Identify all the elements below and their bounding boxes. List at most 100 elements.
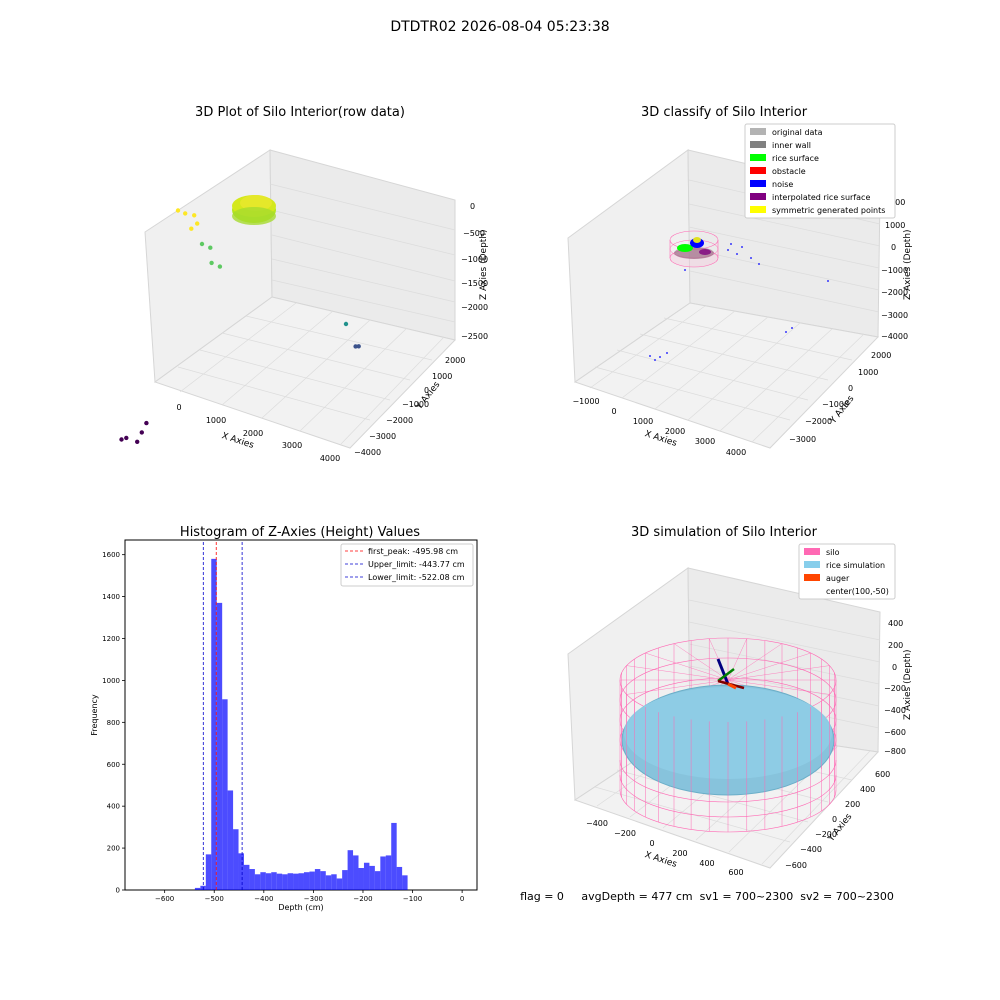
cls-ytick-4: −1000 [822, 400, 849, 409]
cls-ytick-2: 1000 [858, 368, 878, 377]
classify-legend-label: inner wall [772, 141, 811, 150]
sim-ytick-7: −600 [785, 861, 807, 870]
histogram-bar [331, 874, 337, 890]
classify-legend-swatch [750, 167, 766, 174]
histogram-y-tick-label: 800 [107, 719, 120, 727]
histogram-bar [385, 855, 392, 890]
histogram-bar [222, 699, 228, 890]
silo-ring [619, 789, 837, 833]
histogram-bar [216, 602, 223, 890]
classify-legend-swatch [750, 154, 766, 161]
sim-ztick-7: −800 [884, 747, 906, 756]
cls-xtick-2: 0 [611, 407, 616, 416]
raw-data-points [119, 208, 361, 444]
histogram-bar [205, 854, 212, 890]
silo-roof-spoke [727, 679, 830, 695]
raw-data-point [189, 226, 194, 231]
raw-data-point [208, 245, 213, 250]
cls-ztick-5: −2000 [881, 288, 908, 297]
noise-point [758, 263, 760, 265]
histogram-bar [271, 872, 277, 890]
raw-data-point [139, 430, 144, 435]
histogram-bar [380, 856, 386, 890]
histogram-y-label: Frequency [90, 694, 99, 736]
raw-xtick-2: 1000 [206, 416, 226, 425]
histogram-bars [194, 558, 408, 890]
cls-ytick-3: 0 [848, 384, 853, 393]
raw-ztick-3: −1000 [461, 255, 488, 264]
histogram-bar [254, 874, 261, 890]
histogram-bar [342, 870, 348, 890]
cls-xtick-4: 2000 [665, 427, 685, 436]
sim-ytick-1: 600 [875, 770, 890, 779]
cls-ytick-6: −3000 [789, 435, 816, 444]
silo-roof-spoke [727, 652, 811, 681]
classify-legend: original data inner wall rice surface obsta… [744, 123, 896, 219]
histogram-x-ticks: −600 −500 −400 −300 −200 −100 0 [155, 890, 464, 903]
silo-ring [619, 759, 837, 803]
noise-point [730, 243, 732, 245]
figure-title: DTDTR02 2026-08-04 05:23:38 [390, 19, 609, 35]
cls-xtick-1: −1000 [572, 397, 599, 406]
silo-roof-spoke [645, 652, 729, 681]
histogram-bar [227, 790, 234, 890]
noise-point [736, 253, 738, 255]
silo-roof-spoke [727, 638, 747, 681]
simulation-legend-swatch [804, 548, 820, 555]
noise-point [666, 352, 668, 354]
histogram-reference-lines [202, 540, 243, 890]
cls-xtick-3: 1000 [633, 417, 653, 426]
panel-classify-3d: 3D classify of Silo Interior −1000 0 100… [567, 105, 913, 457]
panel-raw-3d-panes [144, 149, 456, 449]
histogram-y-tick-label: 400 [107, 803, 120, 811]
histogram-y-tick-label: 1000 [102, 677, 120, 685]
simulation-legend-swatch [804, 574, 820, 581]
histogram-bar [336, 878, 343, 890]
raw-xtick-5: 4000 [320, 454, 340, 463]
sim-xtick-1: −400 [586, 819, 608, 828]
sim-y-label: Y Axies [826, 812, 855, 845]
silo-roof-spoke [673, 643, 729, 681]
noise-point [750, 257, 752, 259]
histogram-x-label: Depth (cm) [278, 903, 323, 912]
panel-simulation-3d-title: 3D simulation of Silo Interior [631, 525, 818, 540]
cls-z-label: Z Axies (Depth) [903, 229, 913, 300]
raw-ytick-6: −3000 [369, 432, 396, 441]
noise-point [785, 331, 787, 333]
simulation-legend-label: auger [826, 574, 850, 583]
histogram-y-ticks: 0 200 400 600 800 1000 1200 1400 1600 [102, 551, 125, 895]
raw-ztick-5: −2000 [461, 303, 488, 312]
histogram-bar [276, 873, 283, 890]
cls-xtick-5: 3000 [695, 437, 715, 446]
noise-point [654, 359, 656, 361]
raw-data-point [192, 213, 197, 218]
noise-point [741, 246, 743, 248]
raw-data-point [183, 211, 188, 216]
histogram-x-tick-label: −600 [155, 895, 174, 903]
silo-roof-spoke [727, 643, 783, 681]
histogram-x-tick-label: −200 [353, 895, 372, 903]
histogram-bar [402, 875, 408, 890]
histogram-bar [374, 871, 381, 890]
histogram-bar [347, 850, 354, 890]
histogram-y-tick-label: 1200 [102, 635, 120, 643]
histogram-y-tick-label: 200 [107, 845, 120, 853]
sim-ytick-3: 200 [845, 800, 860, 809]
histogram-bar [233, 829, 239, 890]
sim-ytick-6: −400 [800, 845, 822, 854]
cls-ztick-7: −4000 [881, 332, 908, 341]
sim-ztick-1: 400 [888, 619, 903, 628]
sim-ytick-4: 0 [832, 815, 837, 824]
histogram-y-tick-label: 600 [107, 761, 120, 769]
histogram-bar [314, 869, 321, 890]
raw-data-point [119, 437, 124, 442]
silo-ring [619, 774, 837, 818]
cls-ytick-5: −2000 [805, 417, 832, 426]
sim-xtick-2: −200 [614, 829, 636, 838]
raw-data-point [144, 420, 149, 426]
sim-silo-front [619, 680, 837, 833]
histogram-legend-label: first_peak: -495.98 cm [368, 547, 458, 556]
noise-point [791, 327, 793, 329]
sim-xtick-5: 400 [699, 859, 714, 868]
